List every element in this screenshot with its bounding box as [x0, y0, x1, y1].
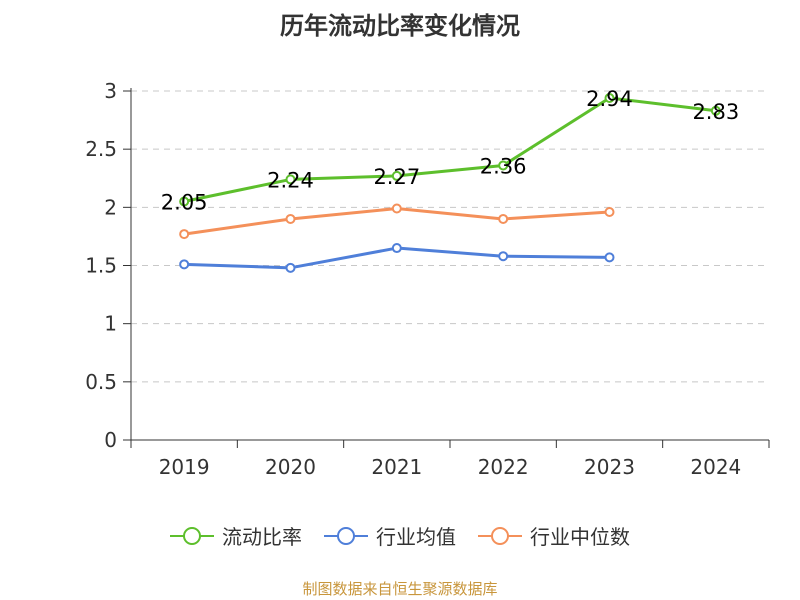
- data-point: [391, 203, 402, 214]
- data-label: 2.27: [373, 165, 420, 189]
- y-tick-label: 2: [104, 195, 117, 219]
- data-label: 2.94: [586, 87, 633, 111]
- data-point: [604, 92, 615, 103]
- data-point: [498, 251, 509, 262]
- source-note: 制图数据来自恒生聚源数据库: [302, 580, 498, 598]
- data-point: [391, 243, 402, 254]
- data-point: [498, 213, 509, 224]
- legend-item-industry-mean[interactable]: 行业均值: [324, 521, 456, 550]
- legend-label-current-ratio: 流动比率: [222, 525, 302, 549]
- data-label: 2.05: [161, 191, 208, 215]
- data-point: [604, 206, 615, 217]
- data-point: [285, 174, 296, 185]
- legend-item-current-ratio[interactable]: 流动比率: [170, 521, 302, 550]
- legend-marker-current-ratio: [170, 526, 214, 545]
- x-tick-label: 2021: [371, 455, 422, 479]
- legend-item-industry-median[interactable]: 行业中位数: [478, 521, 630, 550]
- y-tick-label: 1.5: [85, 254, 117, 278]
- y-tick-label: 2.5: [85, 137, 117, 161]
- data-label: 2.83: [692, 100, 739, 124]
- legend: 流动比率 行业均值 行业中位数: [0, 521, 800, 550]
- legend-marker-industry-mean: [324, 526, 368, 545]
- y-tick-label: 0: [104, 428, 117, 452]
- data-point: [604, 252, 615, 263]
- legend-label-industry-median: 行业中位数: [530, 525, 630, 549]
- data-point: [285, 213, 296, 224]
- data-point: [179, 196, 190, 207]
- x-tick-label: 2023: [584, 455, 635, 479]
- x-tick-label: 2019: [159, 455, 210, 479]
- data-point: [391, 170, 402, 181]
- data-point: [179, 259, 190, 270]
- x-tick-label: 2020: [265, 455, 316, 479]
- data-point: [179, 229, 190, 240]
- y-tick-label: 1: [104, 312, 117, 336]
- x-tick-label: 2024: [690, 455, 741, 479]
- data-point: [498, 160, 509, 171]
- data-point: [710, 105, 721, 116]
- series-line: [183, 96, 717, 203]
- legend-label-industry-mean: 行业均值: [376, 525, 456, 549]
- data-label: 2.24: [267, 168, 314, 192]
- x-tick-label: 2022: [478, 455, 529, 479]
- y-tick-label: 3: [104, 79, 117, 103]
- y-tick-label: 0.5: [85, 370, 117, 394]
- legend-marker-industry-median: [478, 526, 522, 545]
- chart-title: 历年流动比率变化情况: [280, 12, 520, 40]
- data-label: 2.36: [480, 154, 527, 178]
- data-point: [285, 262, 296, 273]
